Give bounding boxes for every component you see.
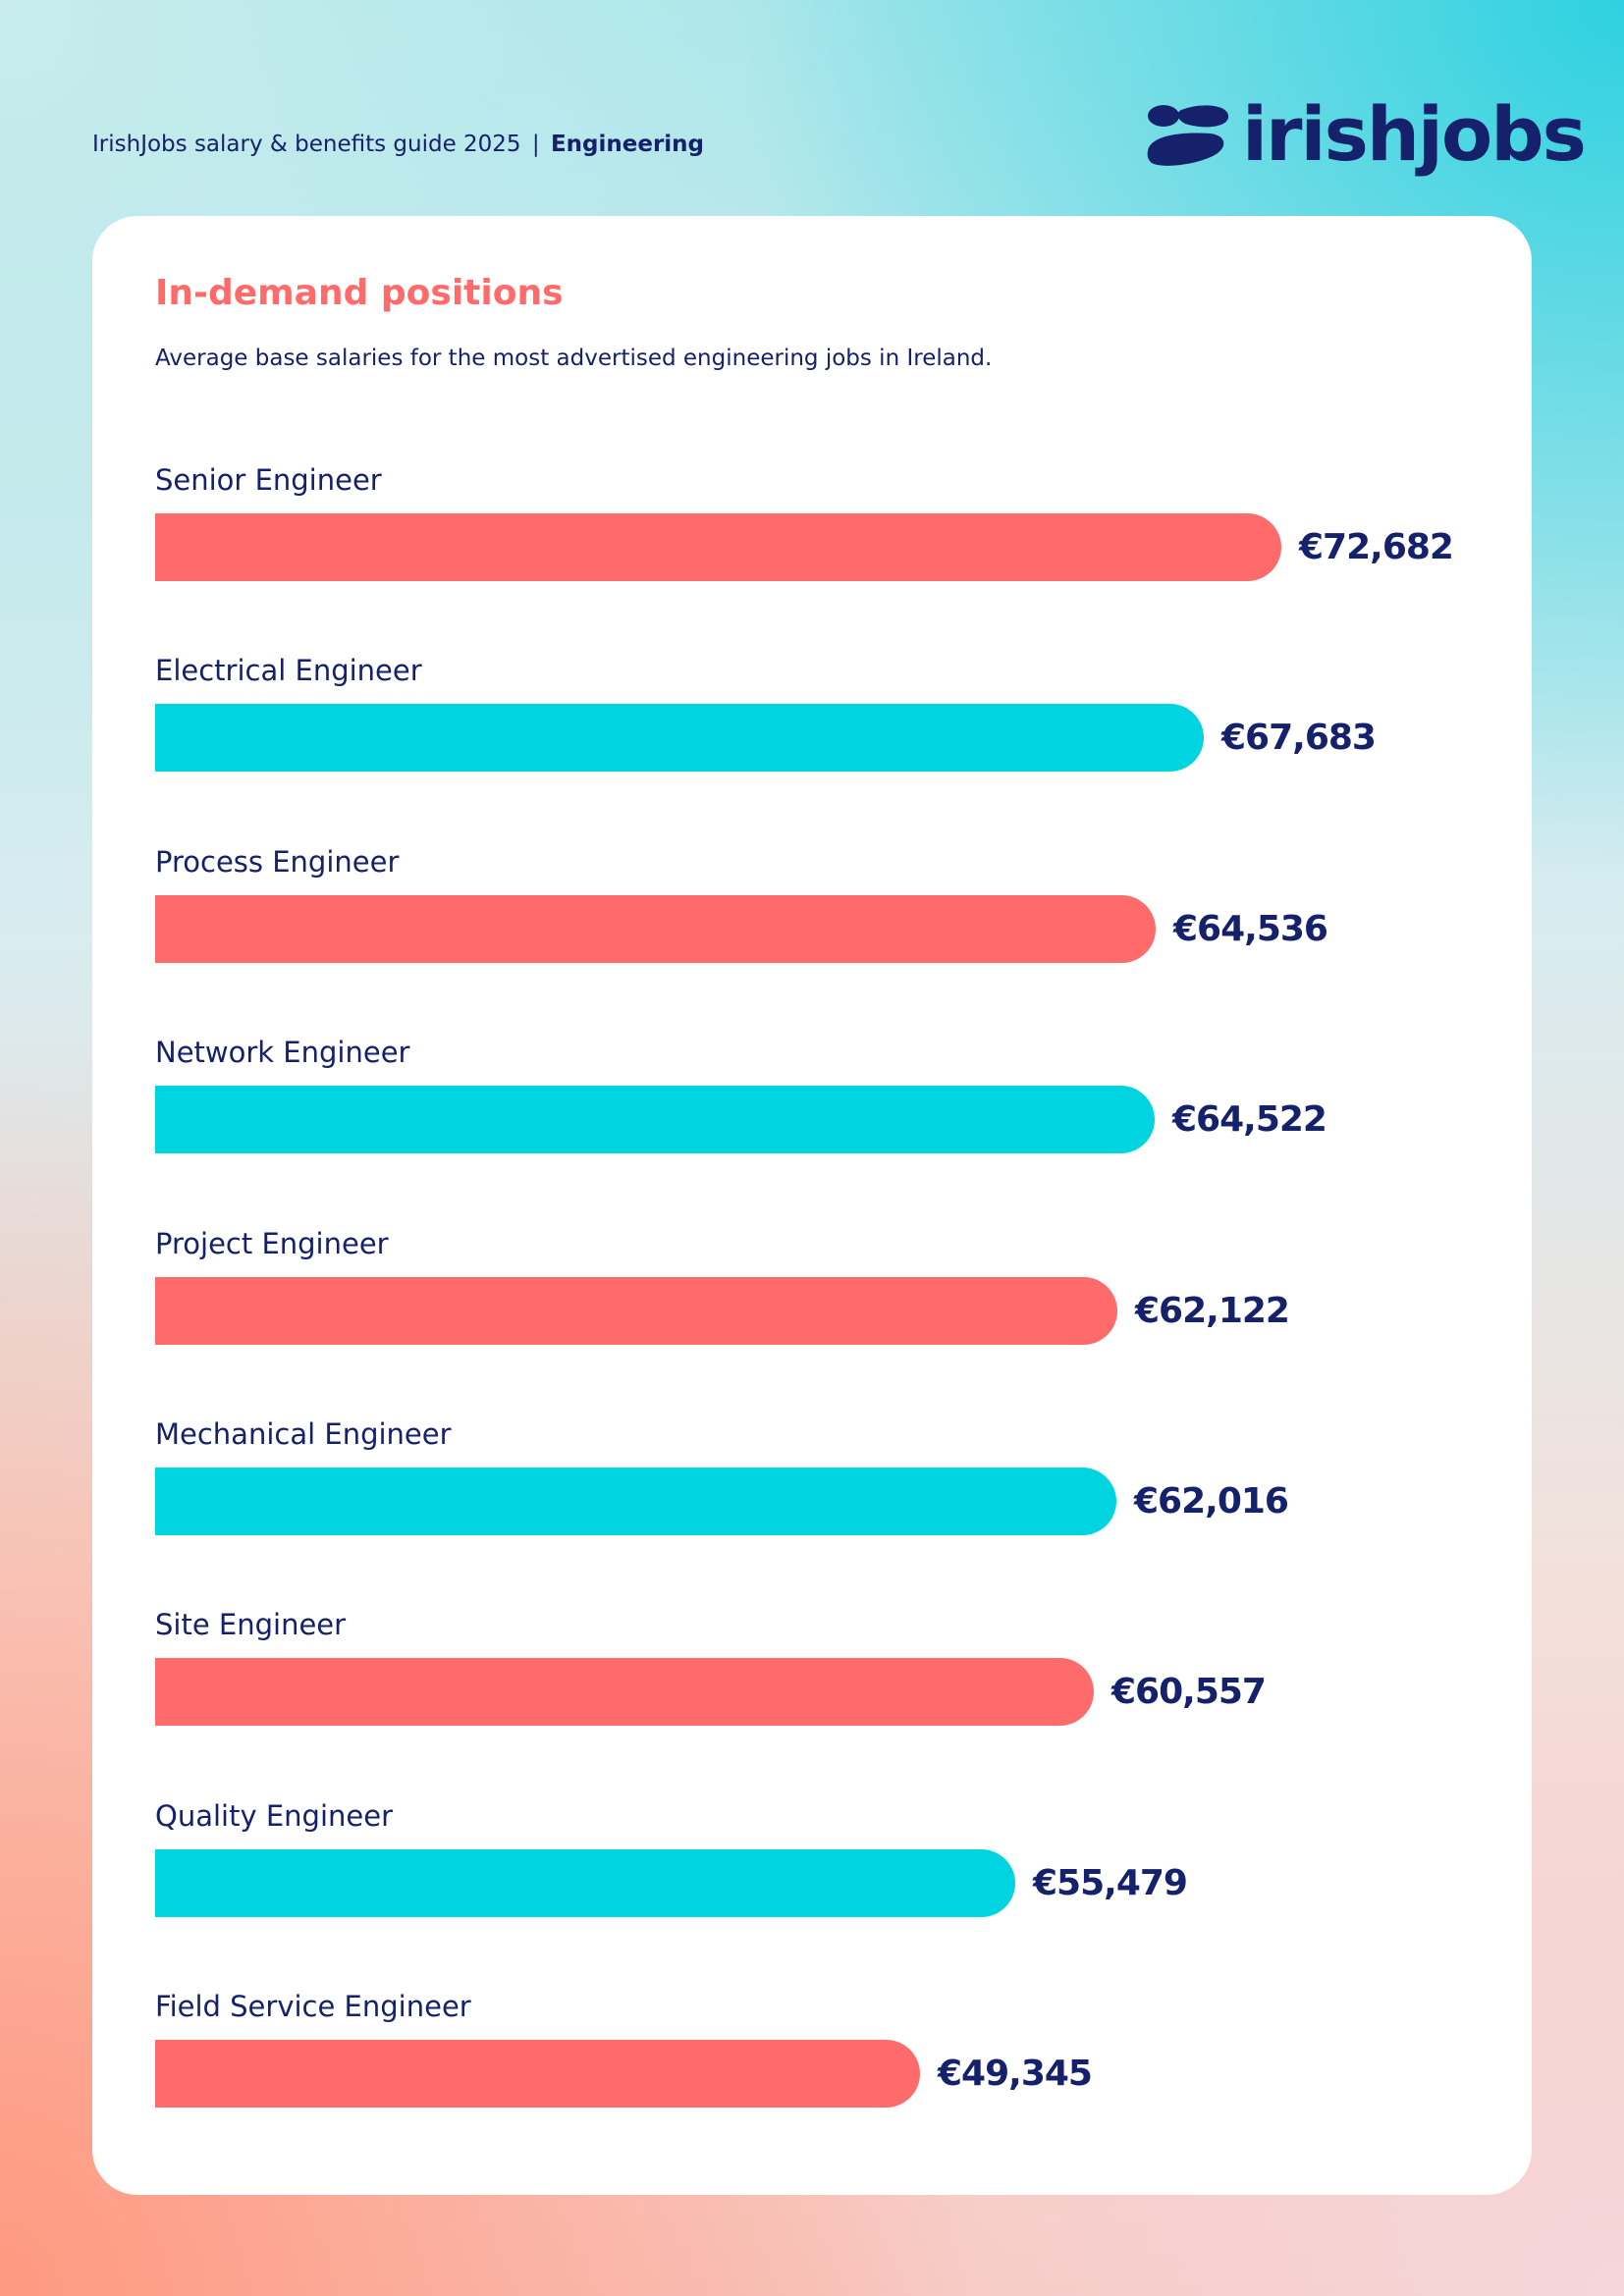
- bar-label: Mechanical Engineer: [155, 1417, 452, 1451]
- bar-chart: Senior Engineer €72,682 Electrical Enginee…: [92, 216, 1532, 2195]
- header-separator: |: [531, 132, 540, 157]
- bar-label: Electrical Engineer: [155, 654, 422, 688]
- bar-value-label: €72,682: [1299, 527, 1454, 567]
- bar-value-label: €62,016: [1134, 1481, 1289, 1522]
- bar: [155, 894, 1156, 963]
- bar: [155, 513, 1281, 581]
- bar-value-label: €64,536: [1173, 908, 1328, 949]
- guide-header: IrishJobs salary & benefits guide 2025 |…: [92, 132, 704, 157]
- bar-label: Field Service Engineer: [155, 1990, 471, 2024]
- irishjobs-logo-icon: [1147, 105, 1229, 166]
- bar-label: Senior Engineer: [155, 463, 382, 497]
- chart-card: In-demand positions Average base salarie…: [92, 216, 1532, 2195]
- bar-value-label: €55,479: [1033, 1862, 1188, 1903]
- bar: [155, 1658, 1094, 1727]
- chart-title: In-demand positions: [155, 273, 564, 313]
- bar: [155, 2040, 920, 2109]
- guide-title: IrishJobs salary & benefits guide 2025: [92, 132, 521, 157]
- chart-subtitle: Average base salaries for the most adver…: [155, 346, 993, 371]
- bar: [155, 1848, 1015, 1917]
- bar: [155, 1276, 1117, 1345]
- bar-value-label: €49,345: [938, 2054, 1093, 2095]
- logo-wordmark: irishjobs: [1242, 90, 1587, 178]
- bar-value-label: €67,683: [1221, 718, 1377, 759]
- bar: [155, 1086, 1155, 1154]
- bar-label: Project Engineer: [155, 1226, 389, 1260]
- bar-label: Site Engineer: [155, 1608, 347, 1642]
- bar-value-label: €60,557: [1111, 1672, 1267, 1713]
- section-name: Engineering: [550, 132, 705, 157]
- bar-value-label: €64,522: [1172, 1099, 1327, 1141]
- bar: [155, 704, 1204, 773]
- bar-label: Quality Engineer: [155, 1798, 393, 1833]
- bar-value-label: €62,122: [1135, 1290, 1290, 1331]
- bar: [155, 1468, 1116, 1535]
- bar-label: Network Engineer: [155, 1036, 410, 1070]
- irishjobs-logo: irishjobs: [1142, 90, 1587, 183]
- bar-label: Process Engineer: [155, 844, 400, 879]
